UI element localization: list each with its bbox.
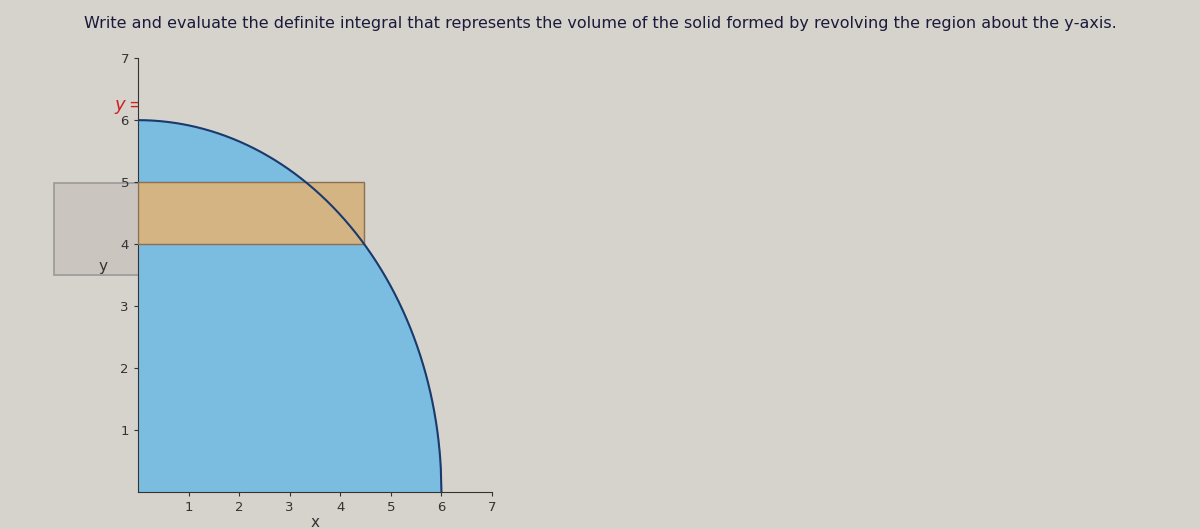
Bar <box>138 182 364 244</box>
X-axis label: x: x <box>311 515 319 529</box>
Y-axis label: y: y <box>98 259 107 274</box>
Text: $y = \sqrt{36 - x^2}$: $y = \sqrt{36 - x^2}$ <box>114 85 230 117</box>
Polygon shape <box>138 120 442 492</box>
Bar <box>54 183 216 275</box>
Text: Write and evaluate the definite integral that represents the volume of the solid: Write and evaluate the definite integral… <box>84 16 1116 31</box>
